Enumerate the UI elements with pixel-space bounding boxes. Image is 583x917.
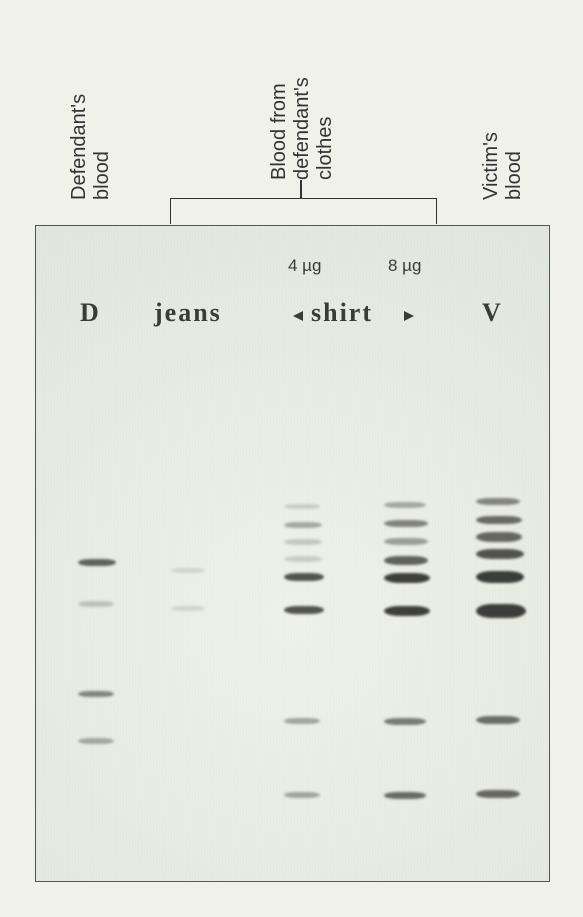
band-jeans-0 <box>171 568 205 573</box>
band-V-7 <box>476 790 520 798</box>
band-shirt8-5 <box>384 606 430 616</box>
band-shirt4-2 <box>284 539 322 545</box>
band-V-0 <box>476 498 520 505</box>
blood-from-label: Blood from defendant's clothes <box>268 10 337 180</box>
bracket-stem <box>300 180 302 198</box>
gel-vignette <box>36 226 549 881</box>
band-V-2 <box>476 532 522 542</box>
defendant-blood-line1: Defendant's <box>68 94 90 200</box>
band-V-1 <box>476 516 522 524</box>
band-V-3 <box>476 549 524 559</box>
band-V-5 <box>476 604 526 618</box>
ug8-label: 8 µg <box>388 256 421 276</box>
band-shirt4-1 <box>284 522 322 528</box>
band-shirt8-6 <box>384 718 426 725</box>
gel-image: 4 µg 8 µg D jeans shirt V <box>35 225 550 882</box>
band-shirt8-0 <box>384 502 426 508</box>
band-shirt4-7 <box>284 792 320 798</box>
band-shirt8-3 <box>384 556 428 565</box>
band-shirt4-4 <box>284 573 324 581</box>
shirt-arrow-left-icon <box>293 311 303 321</box>
victim-blood-line1: Victim's <box>480 132 502 200</box>
bracket <box>170 198 437 224</box>
band-V-4 <box>476 571 524 583</box>
blood-from-line2: defendant's <box>291 77 313 180</box>
shirt-arrow-right-icon <box>404 311 414 321</box>
defendant-blood-label: Defendant's blood <box>68 30 114 200</box>
victim-blood-label: Victim's blood <box>480 50 526 200</box>
defendant-blood-line2: blood <box>91 151 113 200</box>
lane-label-V: V <box>482 298 503 328</box>
band-shirt4-5 <box>284 606 324 614</box>
blood-from-line3: clothes <box>314 117 336 180</box>
band-shirt8-2 <box>384 538 428 545</box>
band-shirt8-7 <box>384 792 426 799</box>
band-shirt8-4 <box>384 573 430 583</box>
band-D-2 <box>78 691 114 697</box>
lane-label-D: D <box>80 298 101 328</box>
blood-from-line1: Blood from <box>268 83 290 180</box>
lane-label-shirt: shirt <box>311 298 373 328</box>
victim-blood-line2: blood <box>503 151 525 200</box>
top-labels-area: Defendant's blood Blood from defendant's… <box>0 0 583 225</box>
ug4-label: 4 µg <box>288 256 321 276</box>
band-jeans-1 <box>171 606 205 611</box>
band-V-6 <box>476 716 520 724</box>
band-D-0 <box>78 559 116 566</box>
band-shirt4-0 <box>284 504 320 509</box>
band-D-1 <box>78 601 114 607</box>
band-shirt8-1 <box>384 520 428 527</box>
band-D-3 <box>78 738 114 744</box>
band-shirt4-6 <box>284 718 320 724</box>
lane-label-jeans: jeans <box>154 298 222 328</box>
band-shirt4-3 <box>284 556 322 562</box>
